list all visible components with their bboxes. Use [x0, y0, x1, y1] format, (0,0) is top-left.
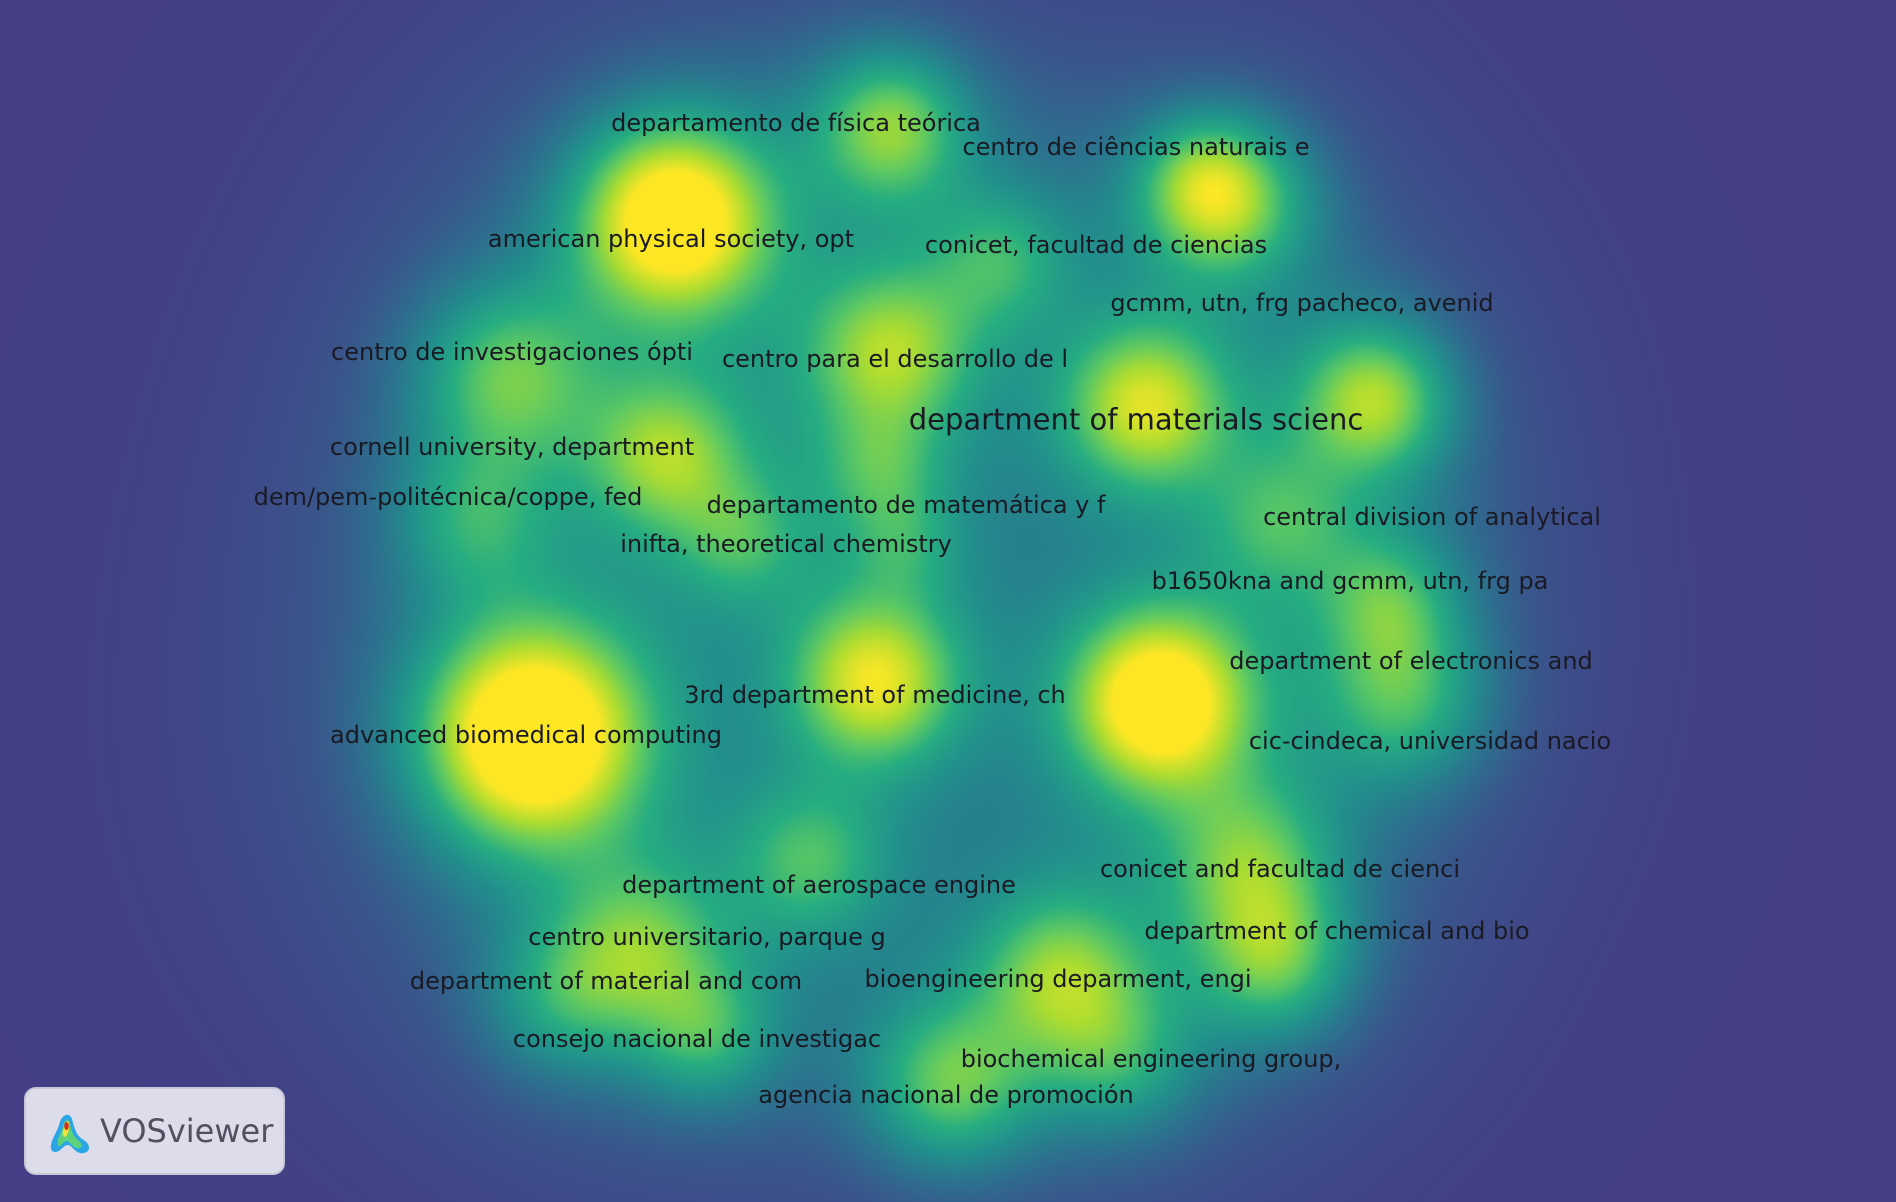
label-consejo-nacional[interactable]: consejo nacional de investigac	[512, 1025, 882, 1053]
label-department-material-com[interactable]: department of material and com	[409, 967, 803, 995]
label-inifta-theoretical-chemistry[interactable]: inifta, theoretical chemistry	[620, 530, 952, 558]
label-centro-universitario[interactable]: centro universitario, parque g	[528, 923, 886, 951]
label-department-materials-science[interactable]: department of materials scienc	[908, 402, 1364, 437]
label-departamento-fisica-teorica[interactable]: departamento de física teórica	[611, 109, 981, 137]
label-department-aerospace[interactable]: department of aerospace engine	[622, 871, 1016, 899]
label-b1650kna-gcmm[interactable]: b1650kna and gcmm, utn, frg pa	[1151, 567, 1549, 595]
label-conicet-facultad-ciencias[interactable]: conicet, facultad de ciencias	[924, 231, 1268, 259]
vosviewer-logo: VOSviewer	[24, 1087, 285, 1175]
label-departamento-matematica[interactable]: departamento de matemática y f	[706, 491, 1106, 519]
label-gcmm-utn-frg-pacheco[interactable]: gcmm, utn, frg pacheco, avenid	[1110, 289, 1494, 317]
label-bioengineering-department[interactable]: bioengineering deparment, engi	[864, 965, 1252, 993]
label-centro-ciencias-naturais[interactable]: centro de ciências naturais e	[962, 133, 1310, 161]
label-central-division-analytical[interactable]: central division of analytical	[1263, 503, 1601, 531]
label-department-electronics[interactable]: department of electronics and	[1229, 647, 1593, 675]
label-agencia-nacional-promocion[interactable]: agencia nacional de promoción	[758, 1081, 1134, 1109]
label-conicet-facultad-cienci[interactable]: conicet and facultad de cienci	[1099, 855, 1461, 883]
label-dem-pem-politecnica[interactable]: dem/pem-politécnica/coppe, fed	[253, 483, 643, 511]
label-american-physical-society[interactable]: american physical society, opt	[487, 225, 855, 253]
label-centro-investigaciones-opti[interactable]: centro de investigaciones ópti	[331, 338, 693, 366]
label-cornell-university[interactable]: cornell university, department	[329, 433, 695, 461]
vosviewer-logo-icon	[50, 1114, 90, 1154]
label-cic-cindeca[interactable]: cic-cindeca, universidad nacio	[1248, 727, 1612, 755]
label-department-chemical-bio[interactable]: department of chemical and bio	[1144, 917, 1530, 945]
label-centro-desarrollo[interactable]: centro para el desarrollo de l	[721, 345, 1069, 373]
label-3rd-department-medicine[interactable]: 3rd department of medicine, ch	[684, 681, 1066, 709]
vosviewer-logo-label: VOSviewer	[100, 1112, 274, 1150]
label-advanced-biomedical-computing[interactable]: advanced biomedical computing	[330, 721, 722, 749]
label-biochemical-engineering-group[interactable]: biochemical engineering group,	[960, 1045, 1342, 1073]
